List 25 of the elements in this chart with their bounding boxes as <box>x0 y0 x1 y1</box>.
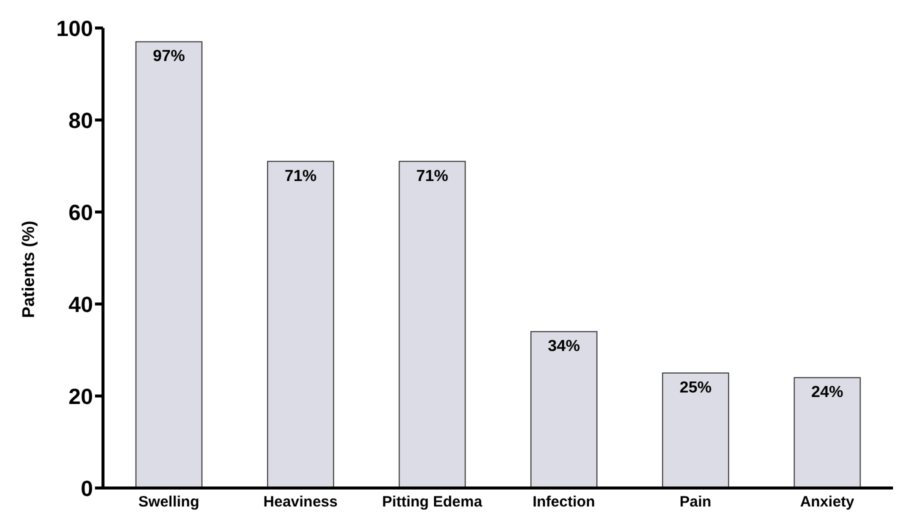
x-tick-label: Anxiety <box>800 494 855 511</box>
x-tick-label: Infection <box>532 494 596 511</box>
y-tick-label: 60 <box>68 200 93 225</box>
y-tick-label: 20 <box>68 384 93 409</box>
x-tick-label: Pitting Edema <box>382 494 483 511</box>
x-tick-label: Swelling <box>138 494 200 511</box>
data-label: 71% <box>416 168 448 185</box>
y-tick-label: 80 <box>68 108 93 133</box>
bar <box>267 160 334 488</box>
bar <box>662 372 730 488</box>
y-axis-title: Patients (%) <box>19 220 38 318</box>
bar <box>530 331 598 488</box>
data-label: 25% <box>680 379 712 396</box>
x-tick-label: Heaviness <box>263 494 338 511</box>
y-tick-label: 100 <box>56 16 93 41</box>
y-tick-label: 0 <box>80 476 93 501</box>
bar <box>794 377 861 488</box>
bar <box>135 41 202 488</box>
data-label: 24% <box>811 384 844 401</box>
x-tick-label: Pain <box>680 494 712 511</box>
y-tick-label: 40 <box>68 292 93 317</box>
bar <box>398 160 466 488</box>
data-label: 97% <box>152 48 185 66</box>
data-label: 71% <box>284 168 317 185</box>
data-label: 34% <box>548 338 580 355</box>
